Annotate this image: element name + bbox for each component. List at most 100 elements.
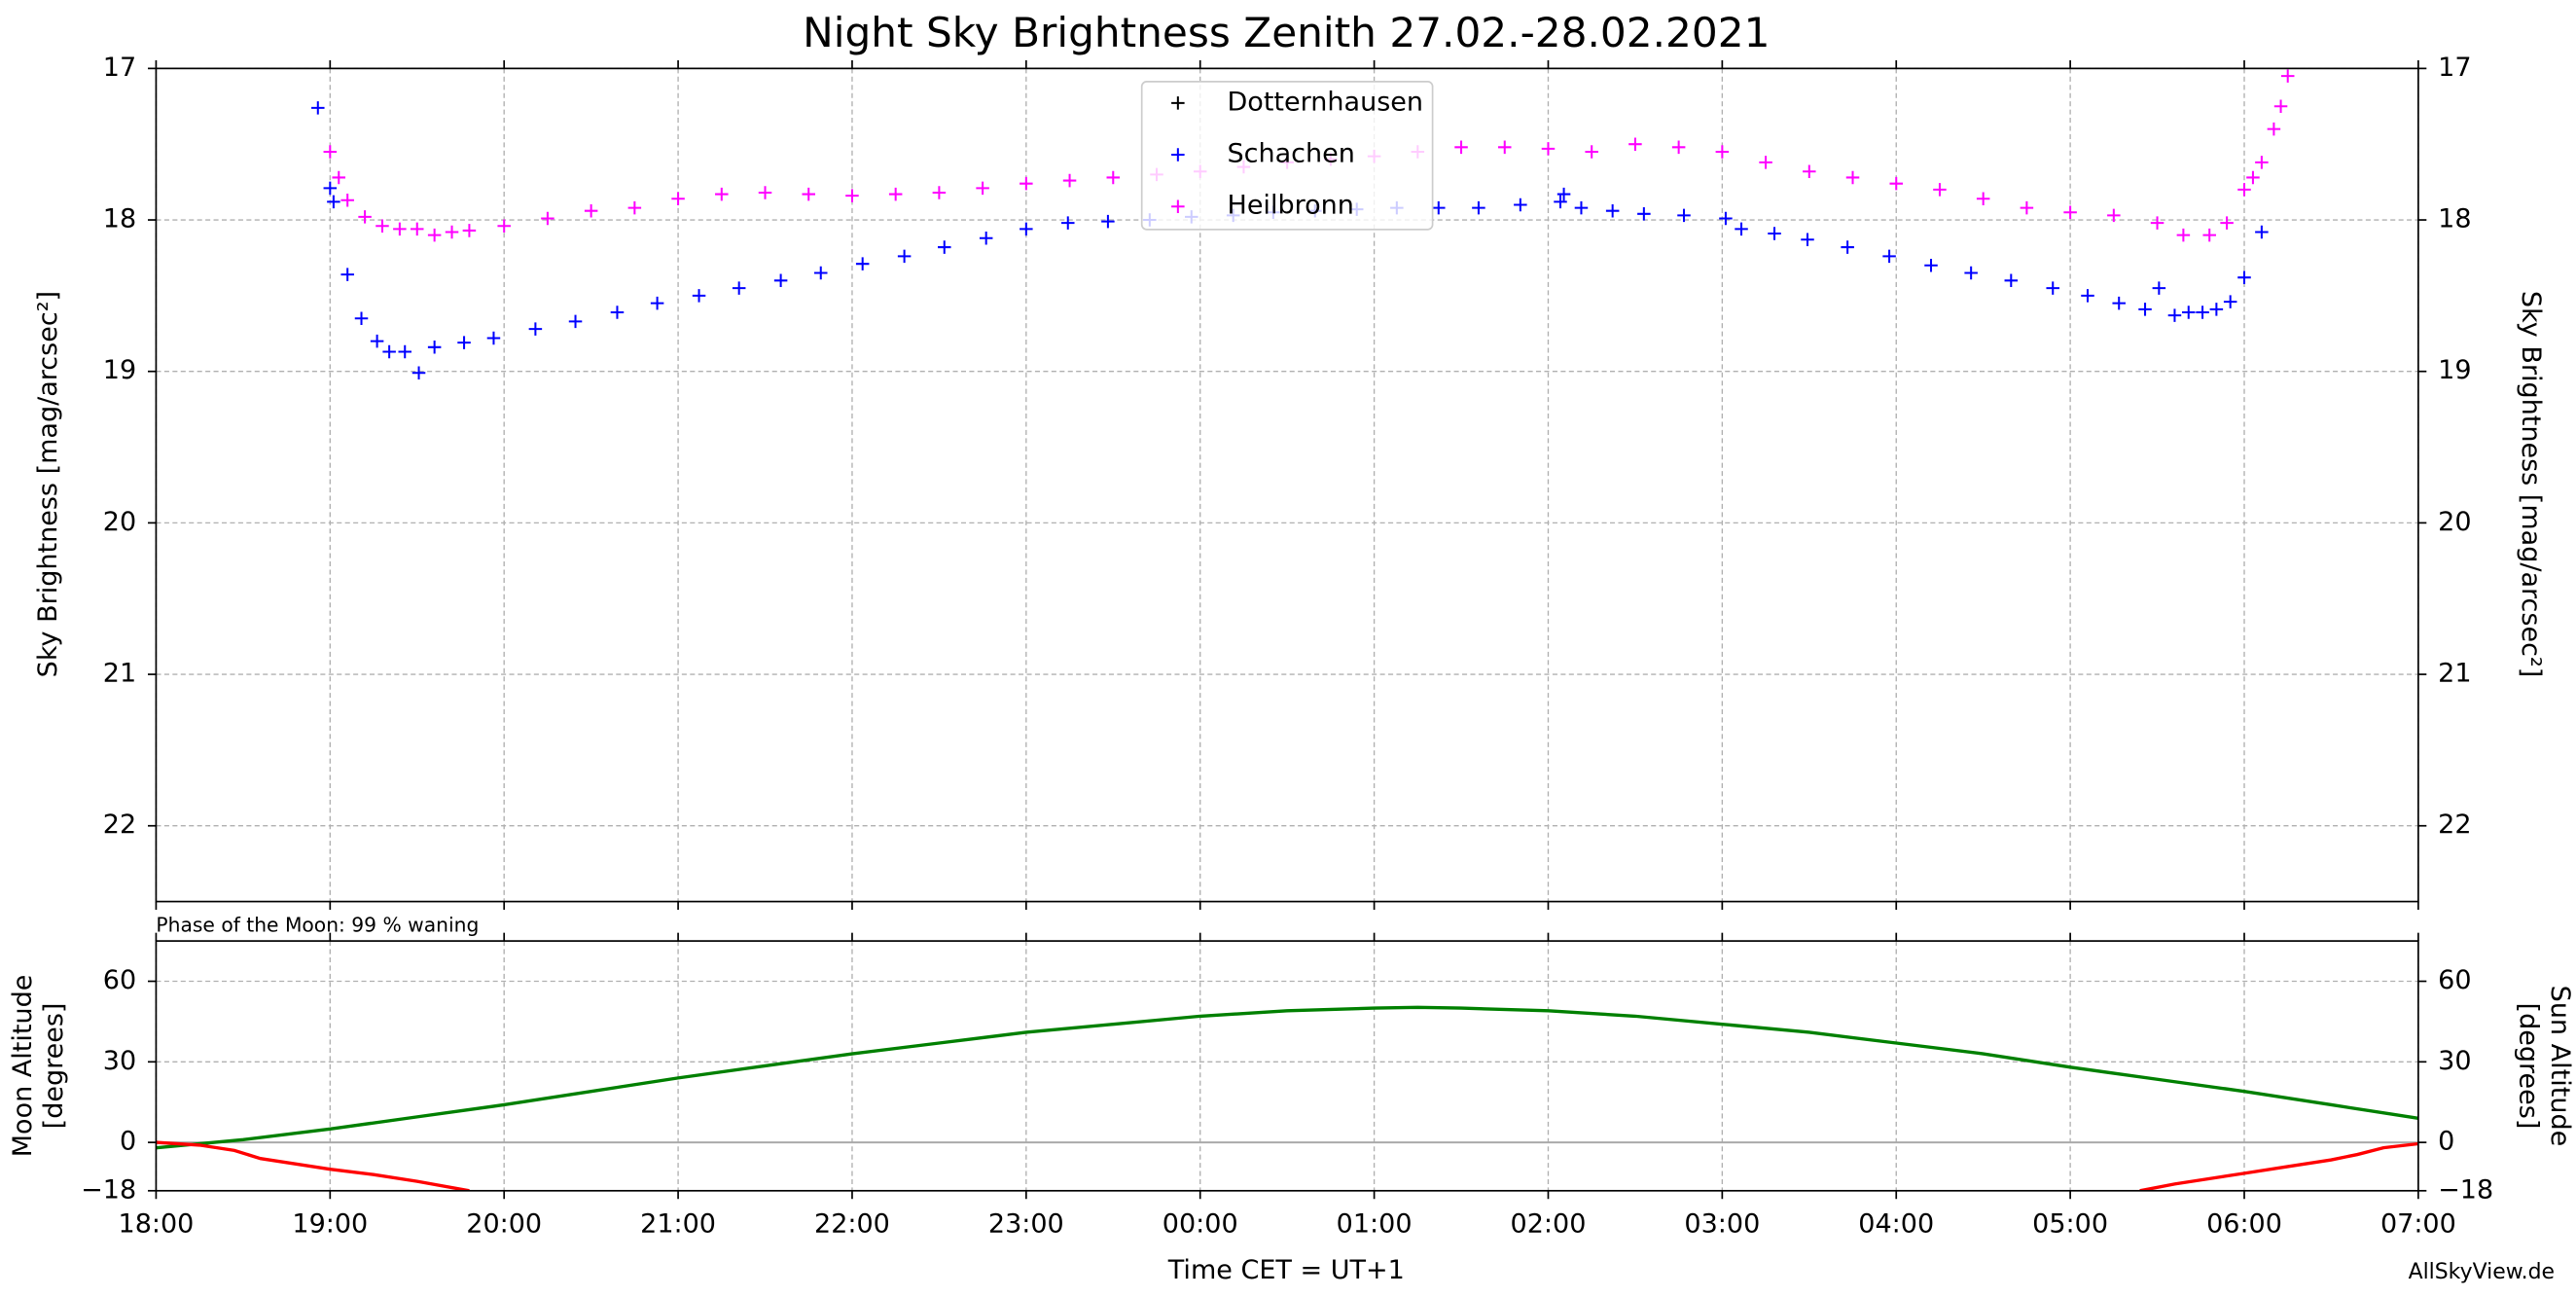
y-axis-label: [degrees] xyxy=(39,1003,69,1130)
y-tick-label: 17 xyxy=(103,53,136,83)
marker-plus xyxy=(715,187,729,201)
series-line xyxy=(156,1140,2418,1191)
y2-axis-label: Sky Brightness [mag/arcsec²] xyxy=(2516,291,2546,677)
marker-plus xyxy=(2138,303,2152,316)
marker-plus xyxy=(497,219,511,234)
marker-plus xyxy=(802,187,815,201)
x-tick-label: 05:00 xyxy=(2032,1209,2108,1240)
marker-plus xyxy=(1671,140,1686,155)
x-tick-label: 18:00 xyxy=(119,1209,195,1240)
marker-plus xyxy=(888,187,903,201)
marker-plus xyxy=(2152,281,2166,295)
marker-plus xyxy=(382,344,396,359)
marker-plus xyxy=(2046,281,2059,295)
marker-plus xyxy=(445,225,459,239)
marker-plus xyxy=(2246,170,2260,185)
y2-tick-label: 22 xyxy=(2438,810,2471,840)
y-axis-label: Sky Brightness [mag/arcsec²] xyxy=(33,291,63,677)
annotation: Phase of the Moon: 99 % waning xyxy=(156,913,479,936)
marker-plus xyxy=(1933,183,1947,197)
y-tick-label: 20 xyxy=(103,507,136,537)
y-axis-label: Moon Altitude xyxy=(8,975,38,1158)
x-tick-label: 06:00 xyxy=(2206,1209,2282,1240)
legend-label: Heilbronn xyxy=(1228,191,1354,221)
y2-tick-label: 21 xyxy=(2438,659,2471,689)
marker-plus xyxy=(1106,170,1121,185)
marker-plus xyxy=(2273,99,2288,114)
marker-plus xyxy=(2196,306,2209,319)
marker-plus xyxy=(1976,192,1990,205)
marker-plus xyxy=(327,195,340,209)
marker-plus xyxy=(1889,176,1903,191)
marker-plus xyxy=(427,228,442,242)
marker-plus xyxy=(323,145,338,159)
marker-plus xyxy=(814,266,828,280)
chart-title: Night Sky Brightness Zenith 27.02.-28.02… xyxy=(803,9,1770,56)
x-tick-label: 19:00 xyxy=(292,1209,368,1240)
legend-marker xyxy=(1171,199,1185,213)
y2-tick-label: 0 xyxy=(2438,1127,2454,1157)
marker-plus xyxy=(2223,295,2237,308)
marker-plus xyxy=(486,331,501,345)
marker-plus xyxy=(2107,208,2121,223)
marker-plus xyxy=(1841,240,1854,254)
marker-plus xyxy=(393,222,407,236)
marker-plus xyxy=(1801,233,1814,247)
x-tick-label: 02:00 xyxy=(1511,1209,1587,1240)
marker-plus xyxy=(2181,306,2196,319)
marker-plus xyxy=(1628,137,1642,151)
marker-plus xyxy=(1803,164,1816,178)
marker-plus xyxy=(410,222,424,236)
marker-plus xyxy=(1020,222,1033,236)
marker-plus xyxy=(610,306,625,319)
x-tick-label: 23:00 xyxy=(988,1209,1064,1240)
x-tick-label: 22:00 xyxy=(814,1209,890,1240)
marker-plus xyxy=(2167,308,2182,322)
marker-plus xyxy=(976,181,989,196)
marker-plus xyxy=(1585,145,1598,159)
marker-plus xyxy=(732,281,746,295)
y2-tick-label: 17 xyxy=(2438,53,2471,83)
marker-plus xyxy=(1768,227,1781,240)
marker-plus xyxy=(855,257,870,270)
marker-plus xyxy=(979,231,993,245)
marker-plus xyxy=(354,311,369,325)
marker-plus xyxy=(1964,266,1978,280)
legend-box xyxy=(1140,81,1434,231)
marker-plus xyxy=(1574,200,1589,215)
marker-plus xyxy=(2237,183,2251,197)
marker-plus xyxy=(332,170,346,185)
marker-plus xyxy=(411,366,426,380)
x-tick-label: 01:00 xyxy=(1337,1209,1413,1240)
marker-plus xyxy=(773,273,788,288)
marker-plus xyxy=(692,289,706,303)
x-tick-label: 07:00 xyxy=(2380,1209,2456,1240)
marker-plus xyxy=(1514,198,1527,212)
marker-plus xyxy=(1062,173,1077,188)
marker-plus xyxy=(1715,145,1730,159)
marker-plus xyxy=(528,322,543,336)
y-tick-label: 30 xyxy=(103,1046,136,1076)
marker-plus xyxy=(2209,303,2224,316)
marker-plus xyxy=(1719,211,1733,226)
marker-plus xyxy=(627,200,642,215)
marker-plus xyxy=(1554,195,1567,209)
legend-label: Dotternhausen xyxy=(1228,87,1424,117)
marker-plus xyxy=(938,240,951,254)
marker-plus xyxy=(1759,156,1772,169)
marker-plus xyxy=(1735,222,1748,236)
marker-plus xyxy=(1845,170,1860,185)
y2-tick-label: −18 xyxy=(2438,1174,2493,1205)
marker-plus xyxy=(2112,296,2126,310)
marker-plus xyxy=(671,192,685,205)
marker-plus xyxy=(897,249,912,264)
marker-plus xyxy=(2004,273,2019,288)
marker-plus xyxy=(1556,187,1571,201)
marker-plus xyxy=(358,210,372,224)
x-tick-label: 21:00 xyxy=(640,1209,716,1240)
marker-plus xyxy=(462,224,477,237)
x-tick-label: 20:00 xyxy=(466,1209,542,1240)
marker-plus xyxy=(2280,69,2295,83)
y-tick-label: 22 xyxy=(103,810,136,840)
